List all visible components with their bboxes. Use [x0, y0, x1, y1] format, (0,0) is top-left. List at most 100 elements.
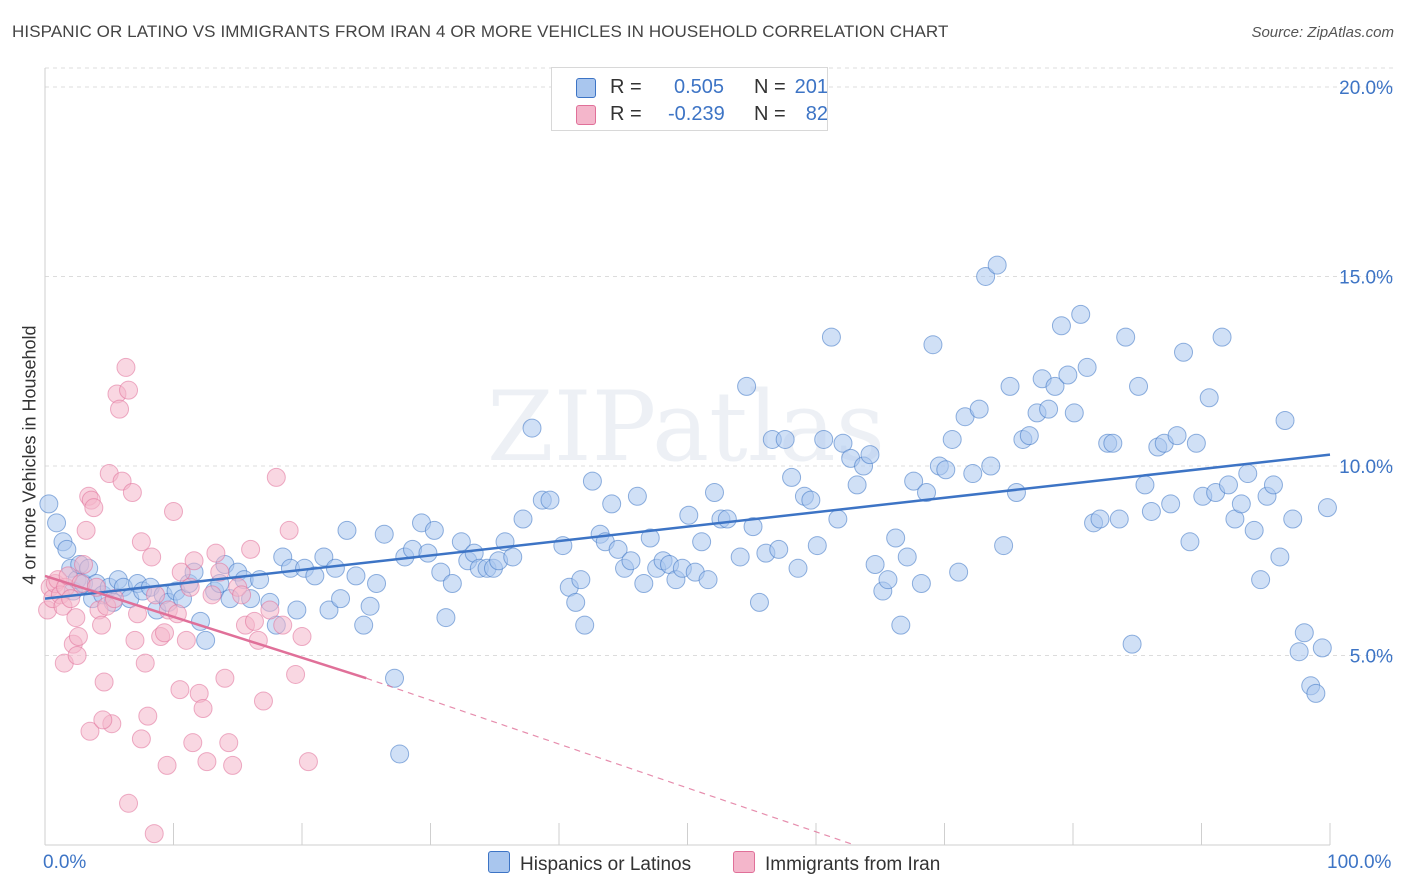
- data-point: [360, 596, 380, 616]
- data-point: [131, 532, 151, 552]
- iran-points: [38, 357, 318, 844]
- data-point: [1251, 570, 1271, 590]
- data-point: [717, 509, 737, 529]
- data-point: [385, 668, 405, 688]
- data-point: [442, 573, 462, 593]
- data-point: [68, 627, 88, 647]
- data-point: [164, 501, 183, 521]
- x-tick-label-max: 100.0%: [1327, 852, 1392, 873]
- data-point: [1174, 342, 1194, 362]
- data-point: [244, 611, 264, 631]
- data-point: [963, 464, 983, 484]
- data-point: [621, 551, 641, 571]
- data-point: [1186, 433, 1206, 453]
- data-point: [138, 706, 158, 726]
- data-point: [210, 562, 230, 582]
- legend-label-hispanic: Hispanics or Latinos: [520, 854, 692, 875]
- r-label: R =: [610, 103, 642, 125]
- y-tick-label: 10.0%: [1339, 457, 1393, 478]
- data-point: [1103, 433, 1123, 453]
- data-point: [131, 729, 151, 749]
- data-point: [260, 600, 280, 620]
- data-point: [354, 615, 374, 635]
- data-point: [1289, 642, 1309, 662]
- data-point: [155, 623, 175, 643]
- data-point: [969, 399, 989, 419]
- legend-label-iran: Immigrants from Iran: [765, 854, 941, 875]
- data-point: [266, 467, 286, 487]
- data-point: [976, 266, 996, 286]
- legend-item-iran: Immigrants from Iran: [733, 851, 940, 876]
- data-point: [698, 570, 718, 590]
- data-point: [1071, 304, 1091, 324]
- data-point: [949, 562, 969, 582]
- data-point: [1294, 623, 1314, 643]
- y-tick-labels: 5.0% 10.0% 15.0% 20.0%: [1339, 78, 1393, 668]
- r-value: 0.505: [674, 76, 725, 98]
- stats-legend: R = 0.505 N = 201 R = -0.239 N = 82: [551, 67, 828, 131]
- data-point: [1199, 388, 1219, 408]
- data-point: [692, 532, 712, 552]
- data-point: [1317, 498, 1337, 518]
- data-point: [142, 547, 162, 567]
- pink-swatch: [576, 105, 596, 125]
- data-point: [897, 547, 917, 567]
- legend-swatch-pink: [733, 851, 755, 873]
- data-point: [215, 668, 235, 688]
- data-point: [1135, 475, 1155, 495]
- data-point: [608, 539, 628, 559]
- data-point: [57, 539, 77, 559]
- data-point: [67, 645, 87, 665]
- data-point: [627, 486, 647, 506]
- data-point: [125, 630, 145, 650]
- data-point: [1167, 426, 1187, 446]
- data-point: [431, 562, 451, 582]
- data-point: [119, 380, 139, 400]
- source-label: Source: ZipAtlas.com: [1251, 24, 1394, 41]
- data-point: [1244, 520, 1264, 540]
- data-point: [1109, 509, 1129, 529]
- data-point: [942, 429, 962, 449]
- data-point: [92, 615, 112, 635]
- data-point: [176, 630, 196, 650]
- data-point: [575, 615, 595, 635]
- data-point: [886, 528, 906, 548]
- data-point: [325, 558, 345, 578]
- data-point: [602, 494, 622, 514]
- data-point: [183, 733, 203, 753]
- data-point: [84, 498, 104, 518]
- data-point: [436, 608, 456, 628]
- data-point: [503, 547, 523, 567]
- data-point: [197, 752, 217, 772]
- data-point: [253, 691, 273, 711]
- gridlines: [45, 67, 1395, 656]
- data-point: [374, 524, 394, 544]
- data-point: [513, 509, 533, 529]
- x-tick-label-min: 0.0%: [43, 852, 87, 873]
- watermark: ZIPatlas: [487, 371, 885, 483]
- data-point: [1212, 327, 1232, 347]
- data-point: [730, 547, 750, 567]
- data-point: [206, 543, 226, 563]
- data-point: [1122, 634, 1142, 654]
- data-point: [94, 672, 114, 692]
- data-point: [1000, 376, 1020, 396]
- data-point: [241, 539, 261, 559]
- data-point: [582, 471, 602, 491]
- y-tick-label: 15.0%: [1339, 267, 1393, 288]
- data-point: [640, 528, 660, 548]
- data-point: [184, 551, 204, 571]
- n-label: N =: [754, 76, 786, 98]
- data-point: [202, 585, 222, 605]
- data-point: [1238, 464, 1258, 484]
- n-label: N =: [754, 103, 786, 125]
- data-point: [936, 460, 956, 480]
- data-point: [61, 589, 81, 609]
- data-point: [904, 471, 924, 491]
- y-tick-label: 20.0%: [1339, 78, 1393, 99]
- data-point: [1218, 475, 1238, 495]
- data-point: [39, 494, 59, 514]
- data-point: [273, 615, 293, 635]
- data-point: [74, 555, 94, 575]
